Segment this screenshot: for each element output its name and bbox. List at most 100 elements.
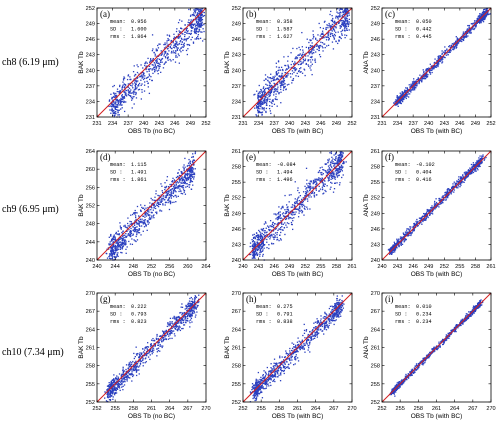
data-point	[148, 211, 150, 213]
data-point	[467, 32, 469, 35]
data-point	[325, 170, 327, 172]
data-point	[447, 53, 449, 56]
data-point	[279, 217, 281, 219]
data-point	[339, 182, 341, 184]
data-point	[327, 25, 329, 27]
data-point	[197, 35, 199, 38]
data-point	[421, 218, 423, 220]
data-point	[281, 81, 283, 84]
data-point	[123, 225, 125, 227]
data-point	[296, 47, 298, 50]
data-point	[439, 60, 442, 62]
data-point	[165, 191, 168, 193]
data-point	[124, 91, 126, 93]
data-point	[134, 212, 136, 214]
data-point	[283, 226, 286, 229]
stat-value: 1.494	[277, 170, 293, 176]
data-point	[280, 88, 282, 91]
data-point	[126, 78, 129, 81]
data-point	[187, 169, 189, 171]
data-point	[114, 102, 116, 104]
data-point	[340, 166, 342, 169]
data-point	[113, 249, 115, 251]
data-point	[271, 102, 273, 105]
data-point	[429, 71, 431, 74]
data-point	[261, 238, 263, 240]
data-point	[269, 105, 271, 107]
data-point	[338, 184, 341, 186]
stat-name: rms :	[110, 34, 126, 40]
data-point	[115, 256, 117, 258]
data-point	[202, 28, 204, 30]
data-point	[337, 12, 339, 14]
data-point	[415, 80, 417, 82]
data-point	[321, 171, 323, 174]
data-point	[253, 253, 255, 256]
data-point	[138, 228, 140, 230]
data-point	[335, 15, 337, 17]
data-point	[171, 50, 173, 53]
data-point	[413, 87, 416, 90]
data-point	[167, 194, 169, 196]
data-point	[287, 72, 289, 75]
data-point	[279, 211, 281, 213]
data-point	[422, 73, 424, 75]
data-point	[190, 175, 192, 178]
data-point	[171, 201, 173, 204]
data-point	[113, 96, 115, 98]
data-point	[308, 51, 311, 53]
x-tick-label: 234	[254, 121, 263, 127]
data-point	[424, 77, 427, 80]
data-point	[306, 179, 308, 181]
data-point	[117, 233, 119, 236]
data-point	[472, 162, 475, 164]
data-point	[263, 232, 266, 234]
data-point	[252, 250, 254, 252]
data-point	[259, 108, 261, 110]
data-point	[196, 24, 198, 27]
data-point	[130, 232, 133, 235]
data-point	[300, 209, 302, 211]
data-point	[143, 219, 145, 221]
data-point	[264, 74, 267, 76]
data-point	[257, 102, 259, 104]
data-point	[434, 65, 437, 68]
data-point	[269, 91, 271, 93]
y-axis-label: BAK Tb	[78, 51, 85, 74]
data-point	[326, 24, 328, 26]
stat-value: 1.627	[277, 34, 293, 40]
data-point	[187, 176, 189, 179]
data-point	[130, 92, 133, 94]
data-point	[296, 199, 298, 201]
data-point	[483, 9, 485, 11]
data-point	[255, 105, 258, 107]
data-point	[264, 234, 266, 237]
data-point	[268, 226, 270, 228]
data-point	[315, 188, 317, 190]
data-point	[137, 219, 139, 222]
data-point	[189, 32, 191, 35]
data-point	[318, 169, 321, 172]
data-point	[268, 84, 271, 87]
data-point	[284, 85, 286, 88]
data-point	[329, 35, 332, 38]
data-point	[311, 73, 313, 76]
data-point	[468, 31, 470, 33]
data-point	[197, 13, 199, 15]
data-point	[136, 71, 139, 74]
data-point	[178, 185, 180, 187]
data-point	[337, 42, 339, 45]
data-point	[266, 94, 268, 96]
data-point	[160, 54, 163, 56]
data-point	[170, 197, 173, 199]
data-point	[153, 217, 155, 219]
data-point	[125, 89, 128, 92]
data-point	[257, 103, 259, 106]
data-point	[132, 87, 134, 89]
data-point	[341, 29, 344, 32]
data-point	[191, 36, 193, 39]
data-point	[416, 84, 418, 87]
data-point	[485, 156, 487, 159]
data-point	[203, 11, 205, 14]
data-point	[318, 185, 320, 188]
